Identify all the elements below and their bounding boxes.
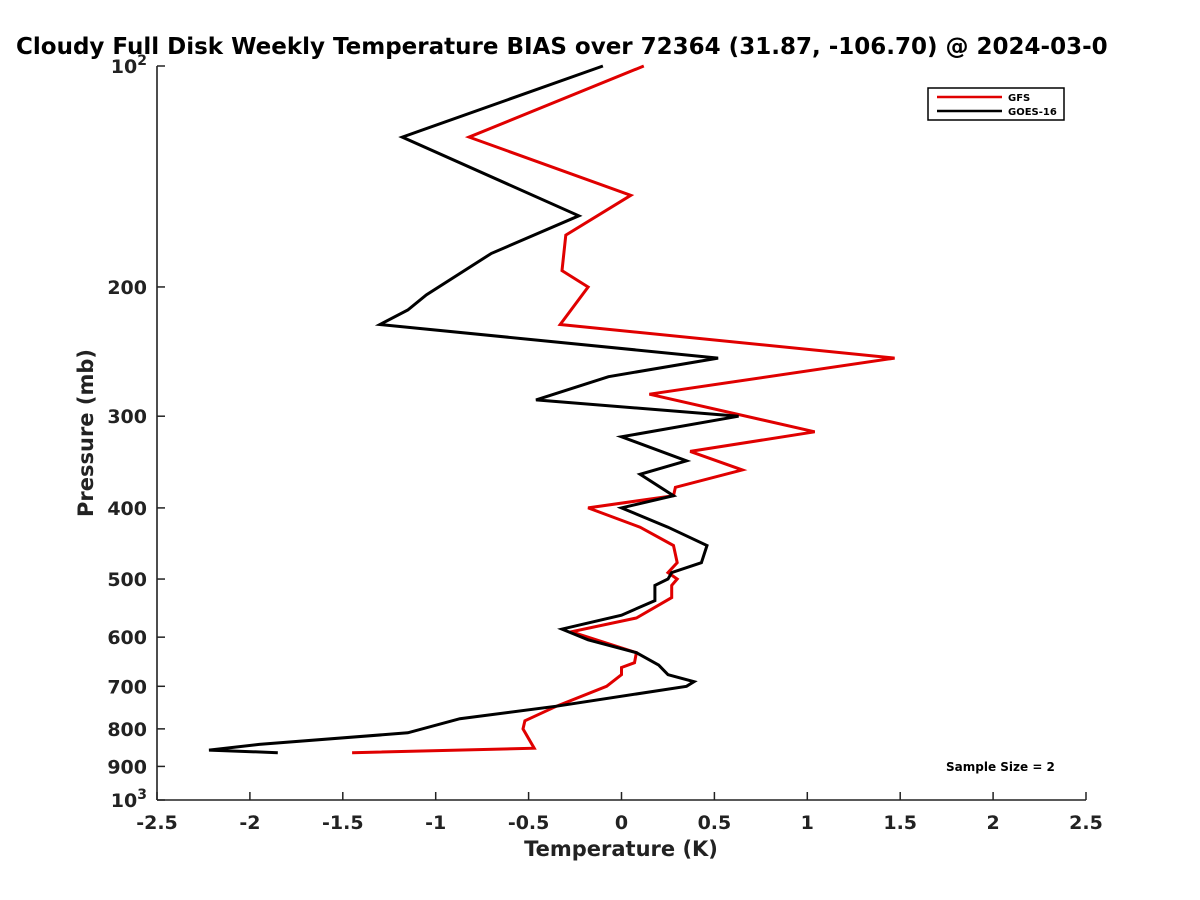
x-tick-label: -1.5 [322, 812, 364, 834]
series-line-goes-16 [208, 64, 739, 755]
y-tick-label: 700 [107, 676, 147, 698]
x-tick-label: -1 [425, 812, 446, 834]
x-tick-label: 2 [986, 812, 999, 834]
x-tick-label: -0.5 [508, 812, 550, 834]
y-tick-label: 102 [111, 53, 147, 78]
legend-label-gfs: GFS [1008, 93, 1030, 104]
y-tick-label: 600 [107, 627, 147, 649]
y-axis-ticks: 102 200 300 400 500 600 700 800 900 103 [107, 53, 165, 812]
x-tick-label: 1.5 [883, 812, 917, 834]
plot-area [208, 64, 895, 755]
y-tick-label: 800 [107, 719, 147, 741]
y-tick-label: 400 [107, 498, 147, 520]
x-tick-label: 0 [615, 812, 628, 834]
legend: GFS GOES-16 [927, 87, 1065, 121]
x-tick-label: 0.5 [698, 812, 732, 834]
x-axis-ticks: -2.5 -2 -1.5 -1 -0.5 0 0.5 1 1.5 2 2.5 [136, 792, 1103, 834]
x-axis-label: Temperature (K) [524, 837, 718, 861]
y-tick-label: 200 [107, 277, 147, 299]
y-tick-label: 103 [111, 787, 147, 812]
y-axis-label: Pressure (mb) [74, 349, 98, 517]
x-tick-label: -2 [239, 812, 260, 834]
y-tick-label: 500 [107, 569, 147, 591]
x-tick-label: 1 [801, 812, 814, 834]
x-tick-label: 2.5 [1069, 812, 1103, 834]
legend-label-goes: GOES-16 [1008, 107, 1057, 118]
chart-title: Cloudy Full Disk Weekly Temperature BIAS… [16, 34, 1108, 60]
legend-box [927, 87, 1065, 121]
y-tick-label: 900 [107, 756, 147, 778]
series-line-gfs [352, 64, 895, 755]
sample-size-annotation: Sample Size = 2 [946, 760, 1055, 774]
x-tick-label: -2.5 [136, 812, 178, 834]
y-tick-label: 300 [107, 406, 147, 428]
